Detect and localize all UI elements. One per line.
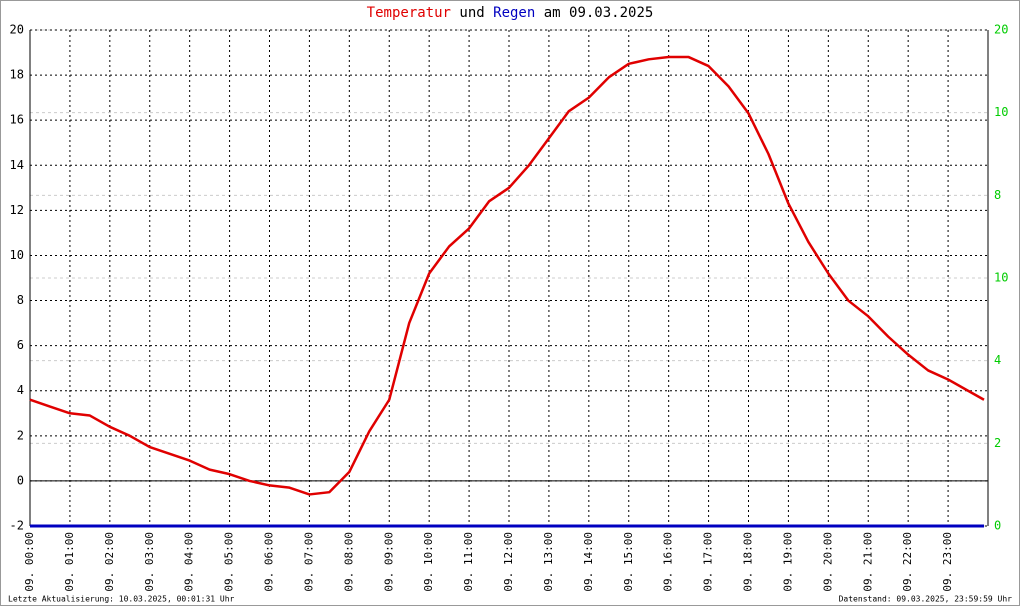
x-tick-label: 09. 22:00 (901, 532, 914, 592)
y-tick-label: 10 (10, 248, 24, 262)
x-tick-label: 09. 18:00 (742, 532, 755, 592)
title-date: am 09.03.2025 (544, 5, 654, 21)
chart-title: Temperatur und Regen am 09.03.2025 (367, 5, 654, 21)
x-tick-label: 09. 23:00 (941, 532, 954, 592)
title-rain: Regen (493, 5, 535, 21)
y2-tick-label: 4 (994, 353, 1001, 367)
x-tick-label: 09. 03:00 (143, 532, 156, 592)
y2-tick-label: 10 (994, 105, 1008, 119)
x-tick-label: 09. 11:00 (462, 532, 475, 592)
x-tick-label: 09. 17:00 (702, 532, 715, 592)
x-tick-label: 09. 06:00 (263, 532, 276, 592)
y-tick-label: 16 (10, 113, 24, 127)
x-tick-label: 09. 14:00 (582, 532, 595, 592)
x-tick-label: 09. 02:00 (103, 532, 116, 592)
series-line (29, 55, 985, 496)
x-tick-label: 09. 16:00 (662, 532, 675, 592)
x-tick-label: 09. 07:00 (302, 532, 315, 592)
y-tick-label: 12 (10, 203, 24, 217)
x-tick-label: 09. 21:00 (861, 532, 874, 592)
y-tick-label: 8 (17, 293, 24, 307)
y2-tick-label: 8 (994, 188, 1001, 202)
x-tick-label: 09. 15:00 (622, 532, 635, 592)
title-temp: Temperatur (367, 5, 451, 21)
footer-left: Letzte Aktualisierung: 10.03.2025, 00:01… (8, 595, 235, 604)
x-tick-label: 09. 04:00 (183, 532, 196, 592)
y2-tick-label: 20 (994, 23, 1008, 37)
x-tick-label: 09. 13:00 (542, 532, 555, 592)
title-und: und (459, 5, 484, 21)
y-tick-label: 20 (10, 23, 24, 37)
y2-tick-label: 10 (994, 271, 1008, 285)
x-tick-label: 09. 09:00 (382, 532, 395, 592)
x-tick-label: 09. 19:00 (781, 532, 794, 592)
y-tick-label: 6 (17, 338, 24, 352)
y-tick-label: 18 (10, 68, 24, 82)
x-tick-label: 09. 10:00 (422, 532, 435, 592)
x-tick-label: 09. 12:00 (502, 532, 515, 592)
y2-tick-label: 2 (994, 436, 1001, 450)
y-tick-label: -2 (10, 519, 24, 533)
y-tick-label: 2 (17, 428, 24, 442)
x-tick-label: 09. 01:00 (63, 532, 76, 592)
y-tick-label: 4 (17, 383, 24, 397)
y2-tick-label: 0 (994, 519, 1001, 533)
y-tick-label: 14 (10, 158, 24, 172)
x-tick-label: 09. 08:00 (342, 532, 355, 592)
x-tick-label: 09. 20:00 (821, 532, 834, 592)
x-tick-label: 09. 05:00 (223, 532, 236, 592)
footer-right: Datenstand: 09.03.2025, 23:59:59 Uhr (839, 595, 1013, 604)
y-tick-label: 0 (17, 473, 24, 487)
x-tick-label: 09. 00:00 (23, 532, 36, 592)
